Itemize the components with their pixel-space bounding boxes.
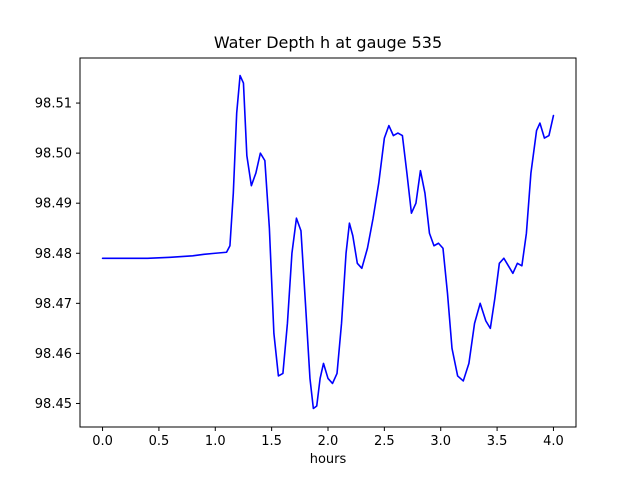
x-axis-label: hours bbox=[310, 452, 347, 467]
x-tick-label: 2.5 bbox=[374, 434, 395, 449]
y-tick-label: 98.49 bbox=[35, 197, 72, 212]
plot-area: 0.0 0.5 1.0 1.5 2.0 2.5 3.0 3.5 4.0 98.45 98.46 98.… bbox=[35, 57, 577, 449]
x-tick-label: 1.0 bbox=[205, 434, 226, 449]
x-tick-label: 4.0 bbox=[543, 434, 564, 449]
y-tick-label: 98.50 bbox=[35, 147, 72, 162]
data-line-water-depth-h bbox=[101, 74, 555, 410]
y-tick-label: 98.48 bbox=[35, 247, 72, 262]
y-tick-label: 98.45 bbox=[35, 397, 72, 412]
y-tick-label: 98.46 bbox=[35, 347, 72, 362]
x-tick-label: 1.5 bbox=[261, 434, 282, 449]
x-tick-label: 0.5 bbox=[149, 434, 170, 449]
y-tick-label: 98.51 bbox=[35, 97, 72, 112]
chart-title: Water Depth h at gauge 535 bbox=[214, 33, 442, 52]
axes-spines bbox=[79, 57, 577, 428]
x-tick-label: 3.5 bbox=[487, 434, 508, 449]
x-tick-label: 3.0 bbox=[430, 434, 451, 449]
x-tick-label: 2.0 bbox=[318, 434, 339, 449]
x-tick-label: 0.0 bbox=[92, 434, 113, 449]
y-tick-label: 98.47 bbox=[35, 297, 72, 312]
